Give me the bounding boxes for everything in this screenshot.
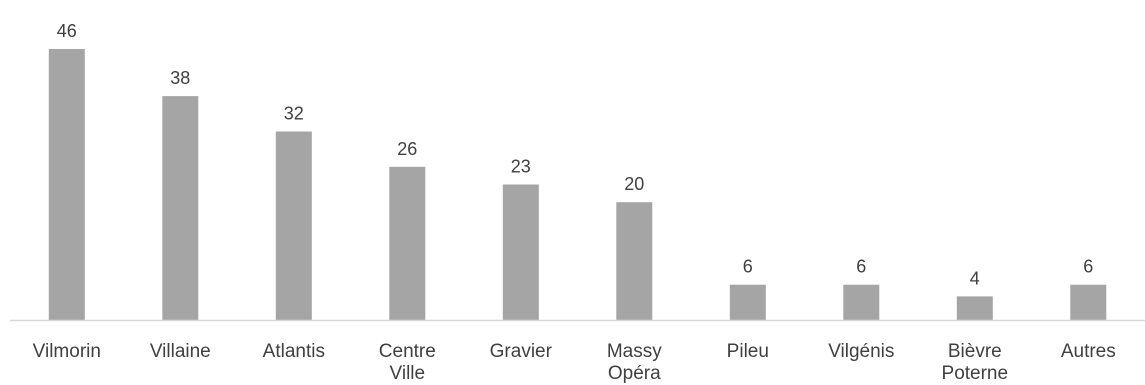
category-label-3: Centre Ville [379,341,436,384]
data-label-0: 46 [57,21,77,41]
category-label-line: Gravier [490,341,553,362]
category-label-line: Bièvre [948,341,1002,362]
category-label-line: Poterne [942,363,1009,384]
category-label-9: Autres [1061,341,1116,362]
category-label-1: Villaine [150,341,211,362]
category-label-line: Autres [1061,341,1116,362]
bar-9 [1070,284,1107,320]
bar-1 [162,96,199,320]
data-label-3: 26 [397,139,417,159]
category-label-2: Atlantis [263,341,325,362]
category-labels-group: Vilmorin Villaine Atlantis Centre Ville Gravi… [33,341,1116,384]
category-label-line: Pileu [727,341,769,362]
category-label-6: Pileu [727,341,769,362]
data-label-7: 6 [856,257,866,277]
category-label-line: Atlantis [263,341,325,362]
bars-group [48,49,1107,320]
bar-7 [843,284,880,320]
data-label-6: 6 [743,257,753,277]
category-label-line: Massy [607,341,662,362]
category-label-4: Gravier [490,341,553,362]
bar-5 [616,202,653,320]
category-label-7: Vilgénis [828,341,894,362]
category-label-0: Vilmorin [33,341,101,362]
bar-8 [956,296,993,320]
category-label-line: Opéra [608,363,661,384]
bar-4 [502,184,539,320]
data-label-8: 4 [970,268,980,288]
data-label-5: 20 [624,174,644,194]
data-label-4: 23 [511,157,531,177]
bar-6 [729,284,766,320]
category-label-line: Vilmorin [33,341,101,362]
category-label-line: Ville [390,363,426,384]
data-label-9: 6 [1083,257,1093,277]
bar-0 [48,49,85,320]
category-label-line: Villaine [150,341,211,362]
data-label-1: 38 [170,68,190,88]
category-label-line: Centre [379,341,436,362]
bar-3 [389,166,426,320]
bar-2 [275,131,312,320]
category-label-5: Massy Opéra [607,341,662,384]
category-label-line: Vilgénis [828,341,894,362]
data-label-2: 32 [284,104,304,124]
category-label-8: Bièvre Poterne [942,341,1009,384]
